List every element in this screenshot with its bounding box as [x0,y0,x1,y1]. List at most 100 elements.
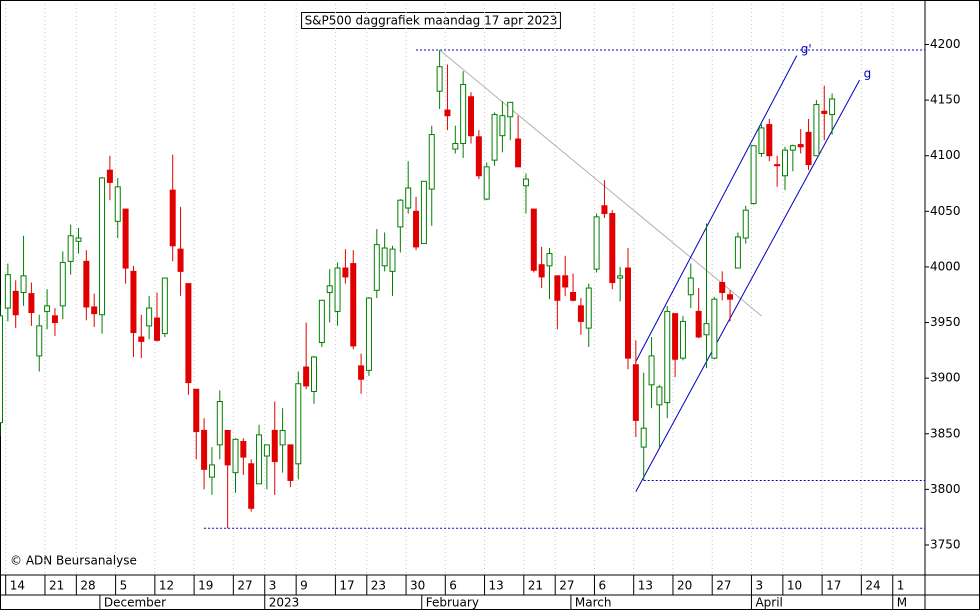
candle-body [161,277,168,335]
candle-body [679,320,686,359]
month-label: December [104,596,166,610]
candle-body [774,164,781,167]
candle-body [640,427,647,448]
candle-body [75,237,82,242]
candle-body [201,429,208,470]
x-tick-label: 13 [638,579,653,593]
x-tick-label: 3 [755,579,763,593]
candle-body [507,101,514,118]
candle-body [405,187,412,209]
candle-body [318,299,325,344]
x-tick-label: 13 [489,579,504,593]
x-tick-label: 9 [300,579,308,593]
candle-body [169,189,176,247]
candle-body [397,199,404,228]
candle-body [625,267,631,359]
candle-body [805,131,812,166]
x-tick-label: 10 [787,579,802,593]
candle-body [311,356,317,392]
candle-body [703,323,710,336]
candle-body [687,277,694,296]
candle-body [4,274,11,309]
candle-body [789,145,796,151]
candle-body [436,66,443,92]
x-tick-label: 27 [237,579,252,593]
candle-body [83,260,90,308]
candle-body [758,127,765,154]
candle-body [130,270,137,334]
x-tick-label: 5 [120,579,128,593]
candle-body [44,305,51,312]
candle-body [114,186,121,222]
candle-body [460,84,467,144]
trend-line [635,79,861,492]
candle-body [829,98,836,116]
candle-body [342,267,349,278]
y-tick-label: 4200 [930,37,961,51]
candle-body [428,134,435,190]
candle-body [734,236,741,269]
candle-body [91,306,98,315]
month-label: February [426,596,479,610]
candle-body [51,315,58,324]
candle-body [546,253,553,267]
candle-body [295,383,302,465]
trend-line [635,55,798,362]
candle-body [585,287,592,329]
candle-body [12,290,19,316]
candle-body [271,429,278,463]
candle-body [452,142,459,150]
x-tick-label: 17 [826,579,841,593]
candle-body [177,248,184,272]
candle-body [303,366,310,387]
candle-body [601,205,608,215]
candle-body [36,325,43,357]
candle-body [766,124,773,157]
x-tick-label: 14 [10,579,25,593]
y-tick-label: 4050 [930,204,961,218]
candle-body [554,275,561,301]
candle-body [672,313,679,360]
x-tick-label: 17 [339,579,354,593]
x-tick-label: 6 [449,579,457,593]
x-tick-label: 3 [269,579,277,593]
candle-body [326,285,333,294]
candle-body [216,400,223,446]
y-tick-label: 4150 [930,93,961,107]
candle-body [562,275,569,288]
x-tick-label: 19 [198,579,213,593]
candle-body [664,310,671,404]
candle-body [373,244,380,291]
candle-body [146,307,153,327]
trend-line [439,49,762,317]
candle-body [742,209,749,239]
chart-title: S&P500 daggrafiek maandag 17 apr 2023 [305,14,558,28]
candle-body [185,283,192,384]
month-label: April [755,596,782,610]
candle-body [538,264,545,278]
x-tick-label: 28 [80,579,95,593]
candle-body [389,248,396,272]
candle-body [381,247,388,267]
candle-body [695,310,702,338]
candle-body [632,364,639,421]
x-tick-label: 21 [49,579,64,593]
candle-body [0,315,3,424]
title-box [301,12,561,29]
y-tick-label: 3750 [930,537,961,551]
candle-body [719,281,726,294]
candle-body [750,145,757,205]
candle-body [279,429,286,446]
y-tick-label: 4100 [930,148,961,162]
x-tick-label: 1 [897,579,905,593]
candle-body [358,365,365,380]
candle-body [28,293,35,314]
candle-body [648,355,655,386]
footnote: © ADN Beursanalyse [10,554,137,568]
candle-body [468,96,474,137]
candle-body [499,115,506,137]
candle-body [193,388,200,433]
x-tick-label: 12 [159,579,174,593]
candle-body [483,166,490,200]
